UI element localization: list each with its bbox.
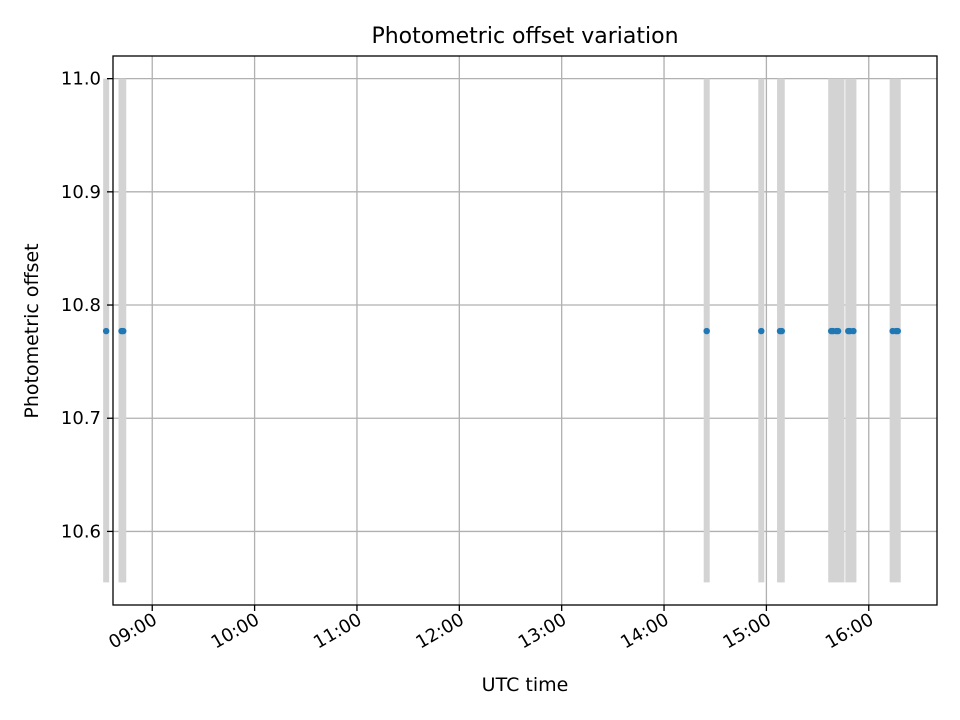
y-tick-label: 11.0 xyxy=(61,69,101,90)
data-point xyxy=(778,327,785,335)
y-axis-label: Photometric offset xyxy=(21,243,43,418)
data-point xyxy=(102,327,110,335)
data-points xyxy=(102,327,901,335)
y-tick-label: 10.7 xyxy=(61,408,101,429)
y-tick-label: 10.9 xyxy=(61,182,101,203)
y-axis-ticks: 10.6 10.7 10.8 10.9 11.0 xyxy=(61,69,113,542)
data-point xyxy=(120,327,127,335)
data-point xyxy=(894,327,901,335)
grid-lines xyxy=(113,56,937,605)
y-tick-label: 10.8 xyxy=(61,295,101,316)
data-point xyxy=(703,327,710,335)
plot-frame xyxy=(112,55,938,606)
data-point xyxy=(758,327,765,335)
chart-title: Photometric offset variation xyxy=(371,24,678,49)
x-axis-label: UTC time xyxy=(482,674,569,696)
data-point xyxy=(850,327,857,335)
plot-area xyxy=(113,56,937,605)
data-point xyxy=(834,327,842,335)
y-tick-label: 10.6 xyxy=(61,521,101,542)
